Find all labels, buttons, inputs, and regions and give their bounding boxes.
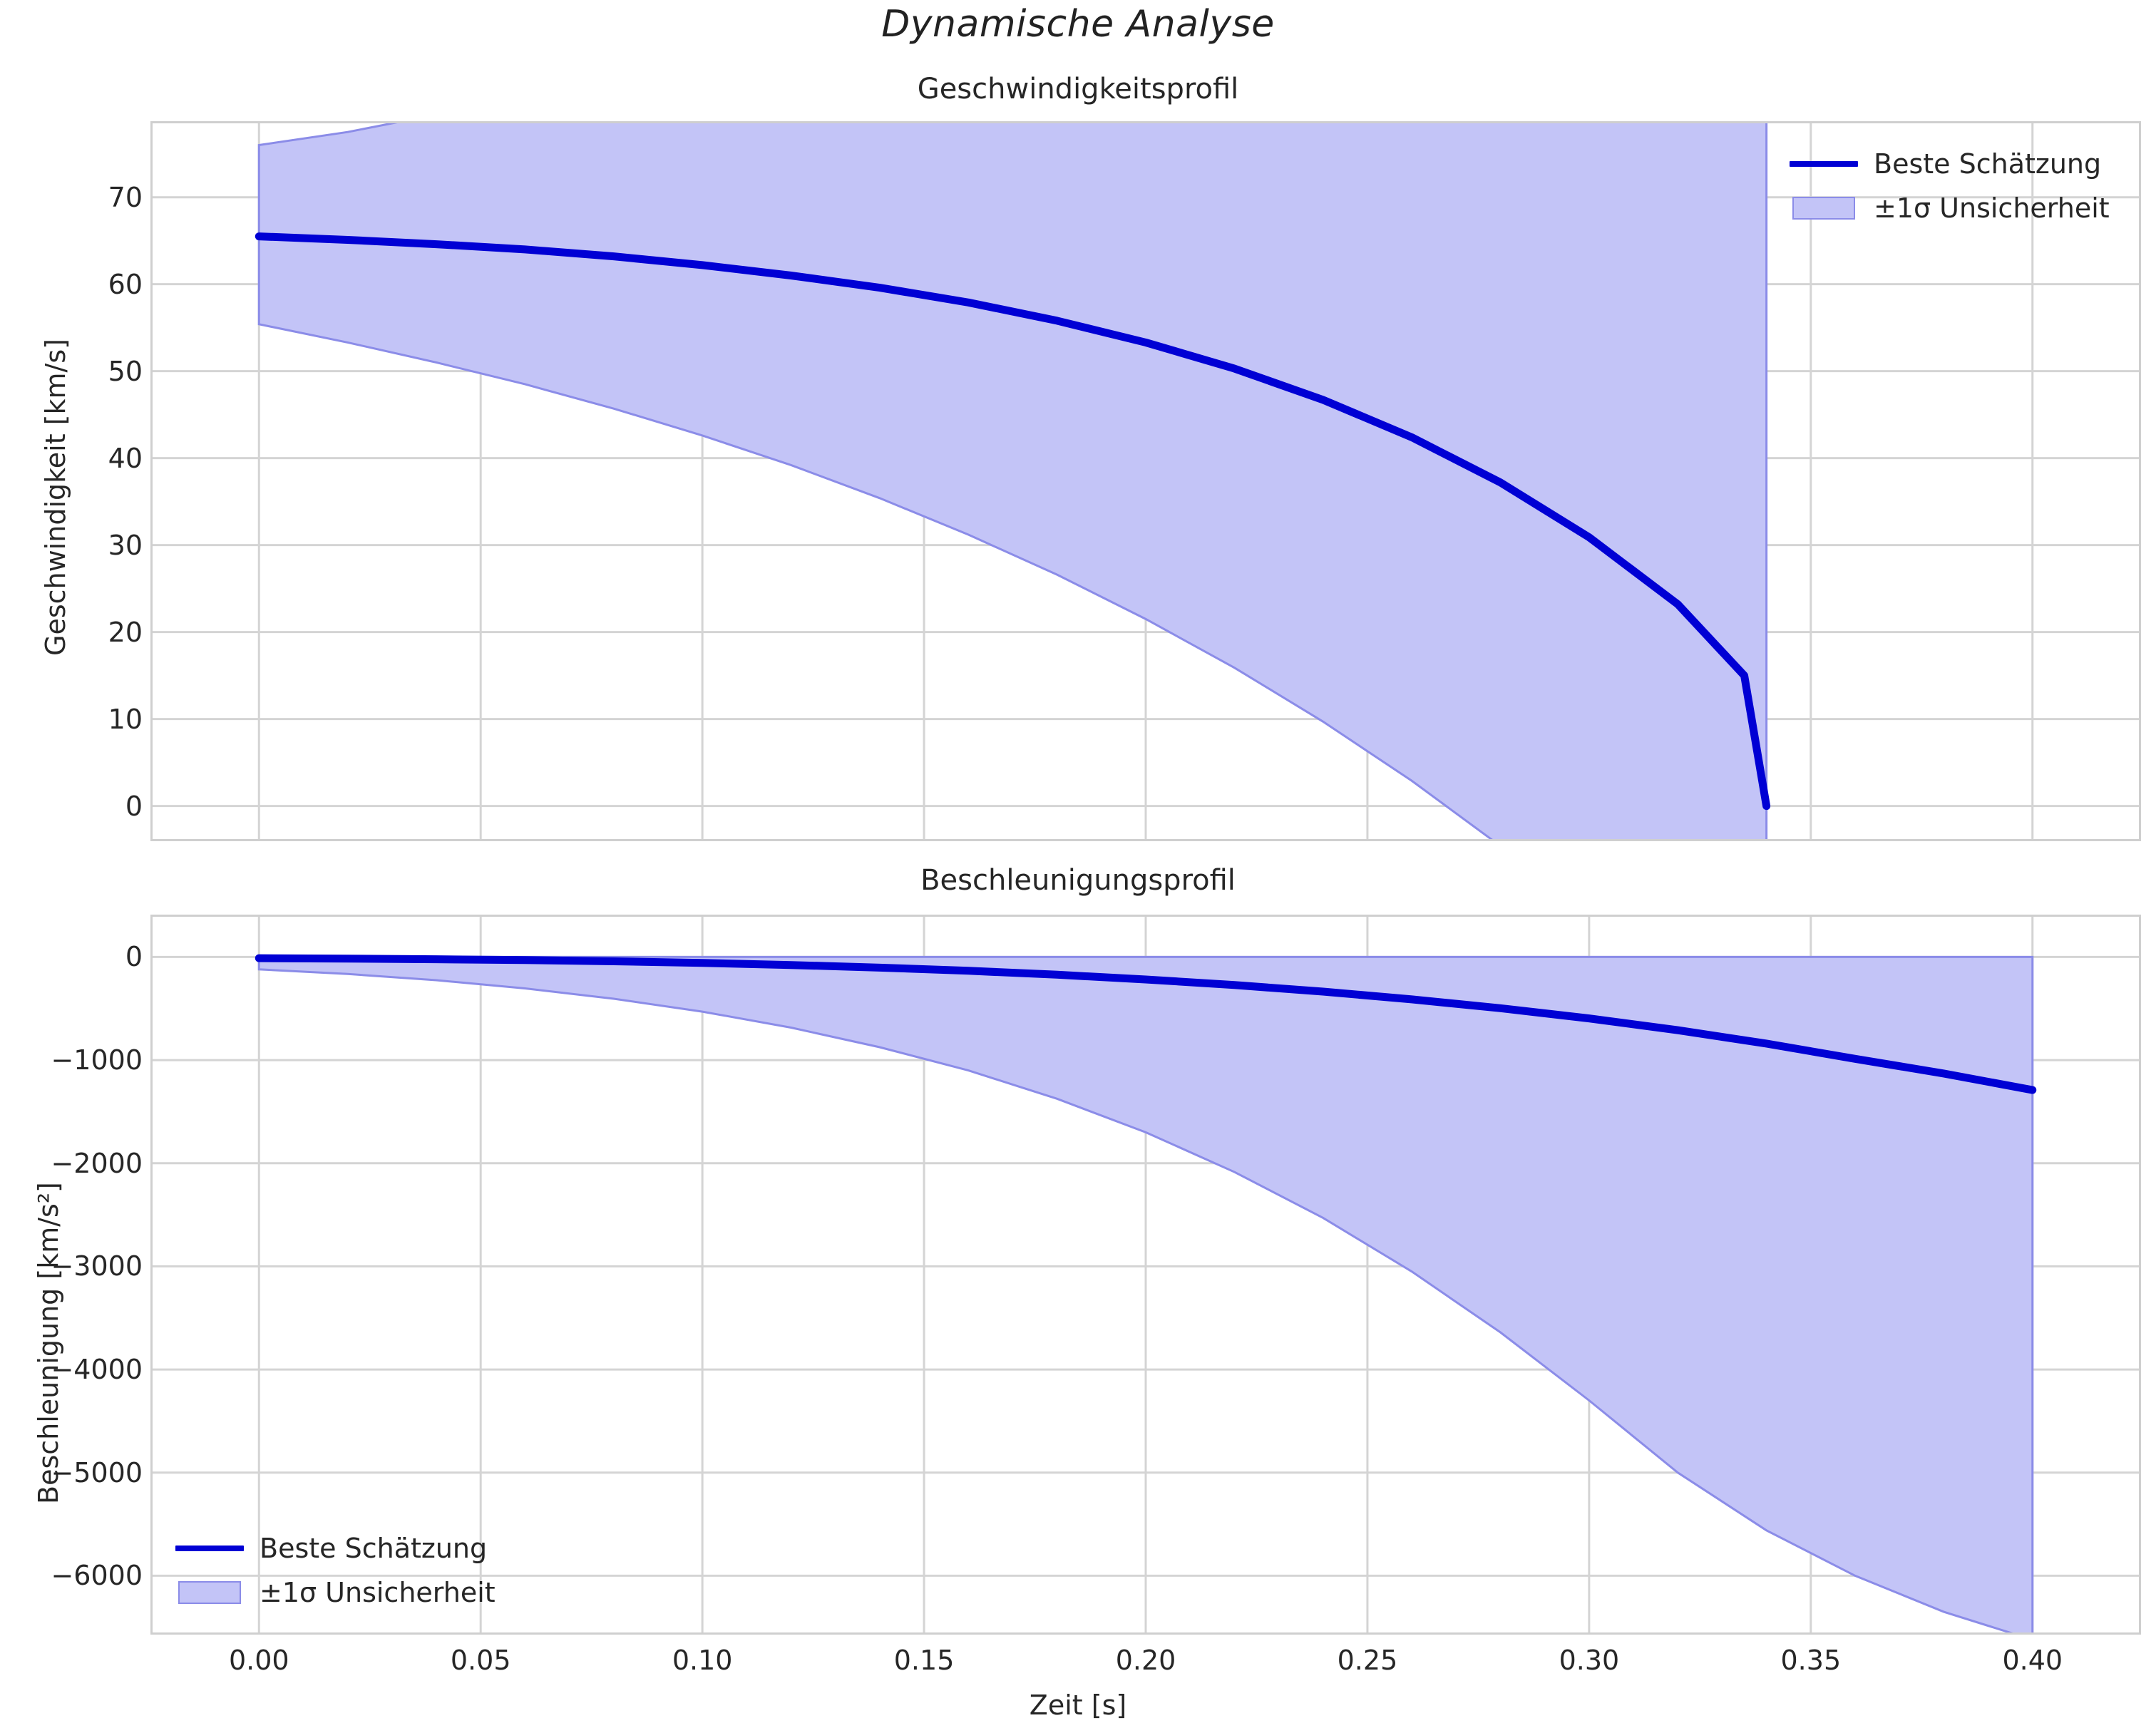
y-tick-label: −2000 <box>51 1147 143 1179</box>
y-tick-label: 70 <box>108 181 143 213</box>
y-tick-label: 30 <box>108 529 143 561</box>
velocity-plot-canvas <box>153 123 2139 839</box>
x-tick-label: 0.00 <box>228 1645 289 1676</box>
legend-entry-band: ±1σ Unsicherheit <box>1790 190 2110 227</box>
y-tick-label: −3000 <box>51 1250 143 1282</box>
velocity-y-tick-labels: 0 10 20 30 40 50 60 70 <box>7 121 143 841</box>
velocity-subplot-title: Geschwindigkeitsprofil <box>917 73 1239 106</box>
legend-band-swatch-icon <box>1790 194 1858 222</box>
y-tick-label: −1000 <box>51 1044 143 1076</box>
legend-line-swatch-icon <box>1790 150 1858 178</box>
legend-line-swatch-icon <box>175 1534 244 1563</box>
x-tick-label: 0.10 <box>672 1645 733 1676</box>
x-tick-label: 0.25 <box>1337 1645 1398 1676</box>
legend-entry-line: Beste Schätzung <box>175 1530 496 1567</box>
velocity-plot-area <box>150 121 2141 841</box>
legend-entry-band: ±1σ Unsicherheit <box>175 1574 496 1611</box>
y-tick-label: 0 <box>125 790 143 822</box>
acceleration-y-axis-label: Beschleunigung [km/s²] <box>33 1182 64 1504</box>
legend-band-swatch-icon <box>175 1578 244 1607</box>
legend-line-label: Beste Schätzung <box>1874 148 2102 180</box>
x-tick-label: 0.15 <box>893 1645 955 1676</box>
acceleration-y-tick-labels: 0 −1000 −2000 −3000 −4000 −5000 −6000 <box>7 915 143 1635</box>
x-tick-label: 0.30 <box>1559 1645 1620 1676</box>
acceleration-legend: Beste Schätzung ±1σ Unsicherheit <box>168 1524 503 1617</box>
y-tick-label: −5000 <box>51 1456 143 1488</box>
y-tick-label: 0 <box>125 941 143 973</box>
velocity-y-axis-label: Geschwindigkeit [km/s] <box>40 339 71 656</box>
y-tick-label: 10 <box>108 703 143 735</box>
legend-band-label: ±1σ Unsicherheit <box>260 1577 496 1608</box>
x-tick-label: 0.35 <box>1780 1645 1842 1676</box>
legend-band-label: ±1σ Unsicherheit <box>1874 192 2110 224</box>
y-tick-label: 40 <box>108 442 143 474</box>
x-tick-label: 0.05 <box>450 1645 511 1676</box>
legend-line-label: Beste Schätzung <box>260 1533 488 1564</box>
y-tick-label: −4000 <box>51 1354 143 1386</box>
y-tick-label: −6000 <box>51 1560 143 1592</box>
acceleration-subplot-title: Beschleunigungsprofil <box>920 864 1236 897</box>
y-tick-label: 20 <box>108 616 143 648</box>
velocity-legend: Beste Schätzung ±1σ Unsicherheit <box>1782 140 2117 232</box>
x-tick-label: 0.40 <box>2002 1645 2063 1676</box>
figure-suptitle: Dynamische Analyse <box>881 3 1275 46</box>
y-tick-label: 50 <box>108 355 143 387</box>
acceleration-plot-canvas <box>153 917 2139 1632</box>
x-axis-label: Zeit [s] <box>1029 1690 1127 1721</box>
x-tick-labels: 0.00 0.05 0.10 0.15 0.20 0.25 0.30 0.35 0.40 <box>0 1647 2156 1682</box>
x-tick-label: 0.20 <box>1115 1645 1176 1676</box>
acceleration-plot-area <box>150 915 2141 1635</box>
y-tick-label: 60 <box>108 268 143 300</box>
legend-entry-line: Beste Schätzung <box>1790 145 2110 182</box>
